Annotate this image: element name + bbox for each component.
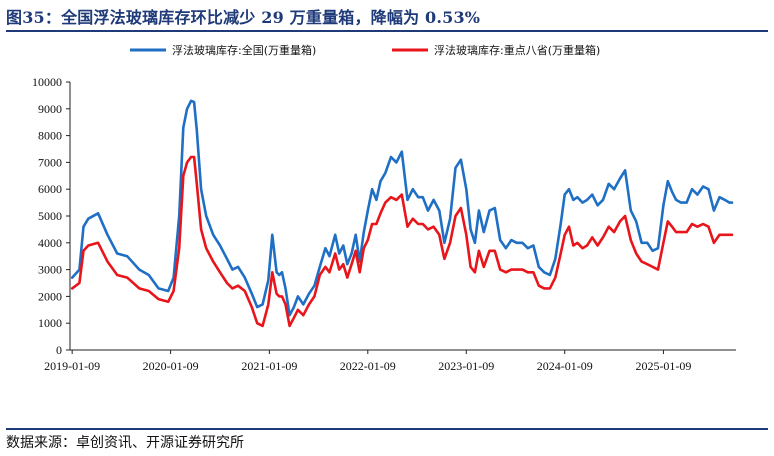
- y-tick-label: 7000: [38, 155, 62, 169]
- legend-label: 浮法玻璃库存:重点八省(万重量箱): [434, 43, 600, 57]
- y-tick-label: 2000: [38, 289, 62, 303]
- y-tick-label: 1000: [38, 316, 62, 330]
- title-rule: [6, 30, 768, 32]
- y-tick-label: 10000: [32, 75, 62, 89]
- y-tick-label: 9000: [38, 102, 62, 116]
- x-tick-label: 2025-01-09: [635, 359, 691, 373]
- x-tick-label: 2022-01-09: [340, 359, 396, 373]
- line-chart: 浮法玻璃库存:全国(万重量箱) 浮法玻璃库存:重点八省(万重量箱) 0 1000 20…: [32, 43, 736, 373]
- y-tick-label: 0: [56, 343, 62, 357]
- legend-label: 浮法玻璃库存:全国(万重量箱): [172, 43, 316, 57]
- plot-area: [70, 99, 734, 328]
- x-tick-label: 2021-01-09: [241, 359, 297, 373]
- chart-legend: 浮法玻璃库存:全国(万重量箱) 浮法玻璃库存:重点八省(万重量箱): [130, 43, 600, 57]
- source-note: 数据来源：卓创资讯、开源证券研究所: [6, 435, 244, 451]
- y-tick-label: 3000: [38, 263, 62, 277]
- x-tick-label: 2024-01-09: [537, 359, 593, 373]
- footer-rule: [6, 428, 768, 430]
- x-axis: 2019-01-09 2020-01-09 2021-01-09 2022-01-09…: [44, 349, 736, 373]
- series-line-national: [70, 99, 734, 317]
- y-tick-label: 6000: [38, 182, 62, 196]
- x-tick-label: 2020-01-09: [143, 359, 199, 373]
- y-tick-label: 8000: [38, 129, 62, 143]
- x-tick-label: 2019-01-09: [44, 359, 100, 373]
- series-line-eight-provinces: [70, 155, 734, 328]
- y-tick-label: 5000: [38, 209, 62, 223]
- y-axis: 0 1000 2000 3000 4000 5000 6000 7000 8000 9000 100…: [32, 75, 71, 357]
- figure-title: 图35：全国浮法玻璃库存环比减少 29 万重量箱，降幅为 0.53%: [6, 8, 481, 27]
- y-tick-label: 4000: [38, 236, 62, 250]
- x-tick-label: 2023-01-09: [438, 359, 494, 373]
